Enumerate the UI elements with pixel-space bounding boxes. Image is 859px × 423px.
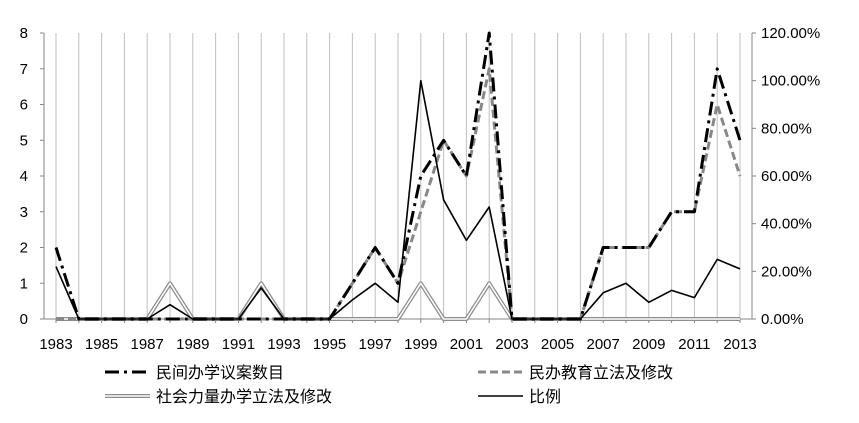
series-line-1: [54, 31, 742, 321]
x-tick-label: 2009: [632, 336, 665, 353]
right-tick-label: 120.00%: [761, 25, 820, 42]
x-tick-label: 1983: [39, 336, 72, 353]
x-tick-label: 1989: [176, 336, 209, 353]
left-axis-ticks: 0 1 2 3 4 5 6 7 8: [20, 25, 44, 328]
left-tick-label: 0: [20, 311, 28, 328]
right-tick-label: 0.00%: [761, 311, 804, 328]
series-line-4: [55, 79, 741, 320]
x-tick-label: 1995: [313, 336, 346, 353]
x-tick-label: 1997: [359, 336, 392, 353]
right-tick-label: 20.00%: [761, 263, 812, 280]
right-tick-label: 100.00%: [761, 73, 820, 90]
legend: 民间办学议案数目 民办教育立法及修改 社会力量办学立法及修改 比例: [105, 363, 673, 406]
legend-label-4: 比例: [529, 387, 561, 406]
vertical-gridlines: [55, 33, 741, 319]
x-tick-label: 1985: [85, 336, 118, 353]
x-tick-label: 2003: [495, 336, 528, 353]
left-tick-label: 8: [20, 25, 28, 42]
right-tick-label: 60.00%: [761, 168, 812, 185]
legend-item-1: 民间办学议案数目: [105, 363, 284, 382]
left-tick-label: 7: [20, 61, 28, 78]
x-tick-label: 2005: [541, 336, 574, 353]
x-tick-label: 2007: [587, 336, 620, 353]
legend-label-3: 社会力量办学立法及修改: [156, 387, 332, 406]
x-tick-label: 1993: [267, 336, 300, 353]
left-tick-label: 3: [20, 204, 28, 221]
x-tick-label: 2013: [723, 336, 756, 353]
left-tick-label: 5: [20, 132, 28, 149]
right-tick-label: 40.00%: [761, 216, 812, 233]
legend-item-2: 民办教育立法及修改: [478, 363, 673, 382]
right-tick-label: 80.00%: [761, 120, 812, 137]
x-tick-label: 1991: [222, 336, 255, 353]
legend-item-3: 社会力量办学立法及修改: [105, 387, 332, 406]
left-tick-label: 6: [20, 97, 28, 114]
left-tick-label: 1: [20, 275, 28, 292]
x-tick-label: 1987: [131, 336, 164, 353]
x-tick-label: 2011: [678, 336, 710, 353]
series-line-3-inner: [56, 282, 740, 320]
x-tick-label: 2001: [450, 336, 483, 353]
left-tick-label: 4: [20, 168, 28, 185]
left-tick-label: 2: [20, 240, 28, 257]
x-tick-label: 1999: [404, 336, 437, 353]
series-lines: [54, 31, 742, 321]
x-axis-ticks: 1983 1985 1987 1989 1991 1993 1995 1997 1999 2001…: [39, 319, 757, 353]
legend-label-1: 民间办学议案数目: [156, 363, 284, 382]
legend-label-2: 民办教育立法及修改: [529, 363, 673, 382]
right-axis-ticks: 0.00% 20.00% 40.00% 60.00% 80.00% 100.00% 120.…: [752, 25, 820, 328]
legend-item-4: 比例: [478, 387, 561, 406]
